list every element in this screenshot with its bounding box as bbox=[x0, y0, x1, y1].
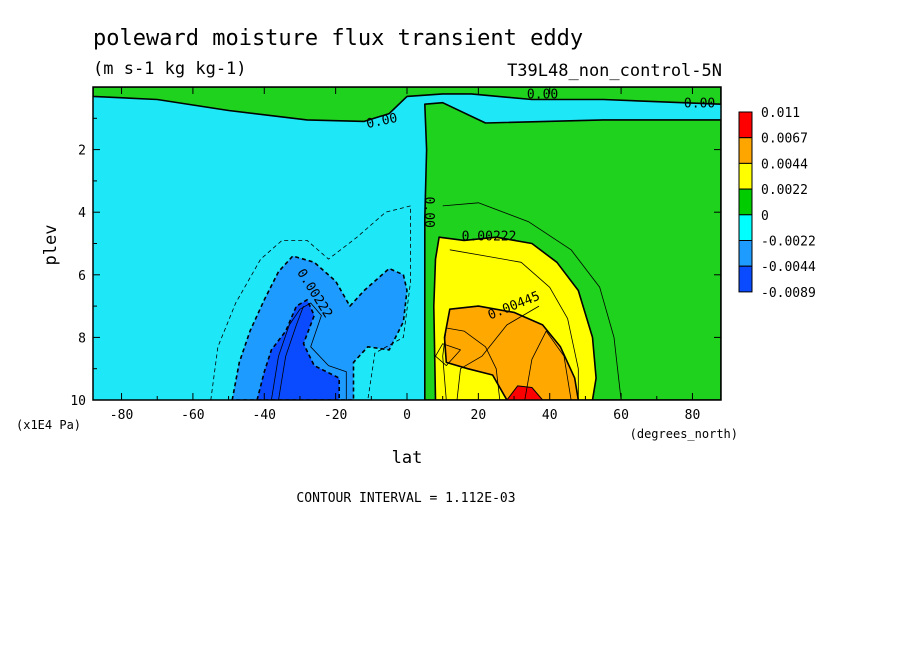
contour-region-top-green bbox=[93, 87, 721, 123]
contour-label: 0.00 bbox=[527, 87, 558, 102]
contour-label: 0.00222 bbox=[462, 230, 517, 245]
y-tick-label: 10 bbox=[70, 394, 86, 409]
contour-interval: CONTOUR INTERVAL = 1.112E-03 bbox=[296, 491, 515, 506]
colorbar-label: 0.0044 bbox=[761, 157, 808, 172]
contour-region-sh-blue2 bbox=[256, 298, 341, 400]
x-tick-label: -40 bbox=[253, 408, 276, 423]
colorbar-label: 0 bbox=[761, 209, 769, 224]
colorbar-label: 0.011 bbox=[761, 106, 800, 121]
x-tick-label: 80 bbox=[685, 408, 701, 423]
contour-line-6 bbox=[524, 330, 572, 400]
colorbar-swatch bbox=[738, 111, 753, 139]
y-tick-label: 8 bbox=[78, 331, 86, 346]
x-tick-label: 0 bbox=[403, 408, 411, 423]
x-tick-label: 20 bbox=[471, 408, 487, 423]
colorbar-label: -0.0044 bbox=[761, 260, 816, 275]
x-axis-label: lat bbox=[392, 448, 423, 468]
contour-line-8 bbox=[449, 249, 579, 400]
x-tick-label: 60 bbox=[613, 408, 629, 423]
colorbar-label: 0.0022 bbox=[761, 183, 808, 198]
contour-line-1 bbox=[210, 205, 412, 400]
x-tick-label: -20 bbox=[324, 408, 347, 423]
contour-line-5 bbox=[435, 343, 461, 367]
y-axis-label: plev bbox=[41, 225, 61, 266]
y-tick-label: 2 bbox=[78, 144, 86, 159]
contour-region-nh-red bbox=[506, 385, 544, 400]
x-tick-label: -60 bbox=[181, 408, 204, 423]
y-tick-label: 4 bbox=[78, 206, 86, 221]
contour-label: 0.00 bbox=[421, 197, 436, 228]
colorbar-label: 0.0067 bbox=[761, 132, 808, 147]
chart-title: poleward moisture flux transient eddy bbox=[93, 26, 583, 51]
colorbar-swatch bbox=[738, 137, 753, 164]
x-tick-label: 40 bbox=[542, 408, 558, 423]
colorbar-swatch bbox=[738, 265, 753, 293]
y-units-label: (x1E4 Pa) bbox=[16, 418, 81, 432]
colorbar-label: -0.0022 bbox=[761, 235, 816, 250]
colorbar-swatch bbox=[738, 214, 753, 242]
colorbar-swatch bbox=[738, 162, 753, 190]
chart-units: (m s-1 kg kg-1) bbox=[93, 59, 247, 79]
colorbar-label: -0.0089 bbox=[761, 286, 816, 301]
contour-line-2 bbox=[278, 305, 304, 400]
contour-line-7 bbox=[456, 305, 540, 400]
contour-line-4 bbox=[442, 327, 501, 400]
x-tick-label: -80 bbox=[110, 408, 133, 423]
contour-label: 0.00 bbox=[365, 111, 399, 132]
contour-label: 0.00 bbox=[684, 97, 715, 112]
x-units-label: (degrees_north) bbox=[630, 427, 738, 441]
dataset-label: T39L48_non_control-5N bbox=[507, 61, 722, 81]
contour-region-nh-orange bbox=[443, 305, 580, 400]
y-tick-label: 6 bbox=[78, 269, 86, 284]
colorbar: 0.011 0.0067 0.0044 0.0022 0 -0.0022 -0.0044 -0… bbox=[738, 106, 816, 301]
colorbar-swatch bbox=[738, 240, 753, 267]
contour-line-3 bbox=[271, 302, 347, 400]
colorbar-swatch bbox=[738, 188, 753, 216]
contour-line-9 bbox=[442, 202, 622, 400]
